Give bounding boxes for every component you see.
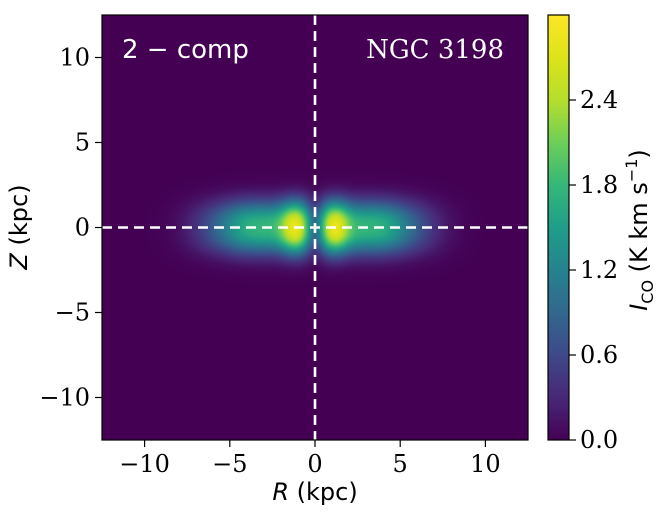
y-tick-label: −5 <box>55 299 90 327</box>
colorbar-label-unit: (K km s <box>625 182 653 280</box>
colorbar-label-close: ) <box>625 149 653 158</box>
y-tick-label: 0 <box>75 214 90 242</box>
colorbar-label-main: I <box>625 304 653 311</box>
x-axis-label-var: R <box>272 478 289 506</box>
y-tick-label: 5 <box>75 129 90 157</box>
colorbar-label: ICO (K km s−1) <box>622 149 657 311</box>
model-annotation: 2 − comp <box>122 35 249 65</box>
x-tick-label: −5 <box>212 450 247 478</box>
colorbar-tick-label: 1.8 <box>580 171 618 199</box>
x-tick-label: 5 <box>393 450 408 478</box>
y-axis-label-var: Z <box>5 253 33 271</box>
colorbar-tick-label: 1.2 <box>580 256 618 284</box>
y-axis-label-unit: (kpc) <box>5 184 33 253</box>
colorbar-tick-label: 0.0 <box>580 426 618 454</box>
y-tick-label: 10 <box>59 44 90 72</box>
y-tick-label: −10 <box>39 384 90 412</box>
x-axis: −10 −5 0 5 10 <box>119 440 501 478</box>
x-axis-label-unit: (kpc) <box>289 478 358 506</box>
galaxy-annotation: NGC 3198 <box>366 35 504 65</box>
colorbar-tick-label: 0.6 <box>580 341 618 369</box>
colorbar-axis: 0.0 0.6 1.2 1.8 2.4 <box>569 86 618 454</box>
colorbar-label-sub: CO <box>638 280 657 304</box>
colorbar-label-sup: −1 <box>622 159 641 183</box>
heatmap-area <box>102 15 528 440</box>
x-tick-label: 10 <box>470 450 501 478</box>
y-axis: −10 −5 0 5 10 <box>39 44 102 412</box>
colorbar <box>547 14 570 441</box>
x-tick-label: −10 <box>119 450 170 478</box>
y-axis-label: Z (kpc) <box>5 184 33 270</box>
colorbar-tick-label: 2.4 <box>580 86 618 114</box>
x-axis-label: R (kpc) <box>272 478 357 506</box>
x-tick-label: 0 <box>307 450 322 478</box>
